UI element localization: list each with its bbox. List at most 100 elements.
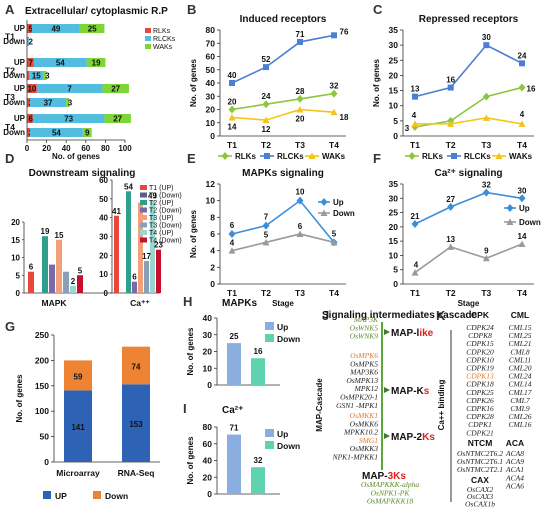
data-label: 16 <box>446 76 455 85</box>
data-label: 27 <box>446 195 455 204</box>
data-label: 15 <box>32 72 41 81</box>
level-label-highlight: ike <box>419 328 433 339</box>
legend-label: RLCKs <box>464 152 491 161</box>
cpk-gene: CDPK15 <box>466 339 494 348</box>
y-tick-label: 10 <box>203 363 213 373</box>
y-tick-label: 10 <box>389 250 399 260</box>
legend-marker <box>320 209 328 216</box>
gene-name: NPK1-MPKK1 <box>332 453 378 462</box>
gene-name: OsWNK9 <box>350 332 379 341</box>
data-label: 3 <box>45 72 50 81</box>
aca-gene: ACA9 <box>505 457 524 466</box>
legend-marker <box>495 152 503 159</box>
aca-gene: ACA6 <box>505 481 524 490</box>
legend-marker <box>451 153 457 159</box>
legend-label: RLCKs <box>153 36 176 43</box>
data-label: 13 <box>411 85 420 94</box>
y-tick-label: 20 <box>389 222 399 232</box>
series-line <box>231 233 335 252</box>
x-tick-label: T1 <box>410 140 420 150</box>
bar-segment <box>33 58 87 67</box>
data-point <box>228 230 236 238</box>
data-point <box>330 108 338 116</box>
data-point <box>263 64 269 71</box>
data-label: 4 <box>412 111 417 120</box>
data-label: 30 <box>482 33 491 42</box>
y-tick-label: 40 <box>203 313 213 323</box>
bar-segment <box>27 128 30 137</box>
y-tick-label: 0 <box>16 289 21 298</box>
bar-segment <box>86 58 106 67</box>
data-label: 141 <box>71 423 85 432</box>
data-label: 17 <box>142 252 151 261</box>
x-axis-label: Stage <box>458 299 480 308</box>
data-point <box>518 83 526 92</box>
x-tick-label: 80 <box>101 144 110 153</box>
arrow-icon <box>384 433 390 439</box>
legend-label: T1 (Down) <box>149 193 182 200</box>
bar-down <box>122 346 150 385</box>
data-point <box>482 92 490 101</box>
legend-swatch <box>140 237 147 243</box>
data-label: 37 <box>44 99 53 108</box>
data-label: 73 <box>64 115 73 124</box>
cpk-gene: CDPK26 <box>466 396 494 405</box>
data-label: 14 <box>228 122 237 131</box>
data-point <box>447 84 454 91</box>
gene-name: OsMKK6 <box>350 419 379 428</box>
y-tick-label: 30 <box>206 91 216 101</box>
cax-gene: OsCAX1b <box>465 499 495 508</box>
data-label: 52 <box>262 55 271 64</box>
gene-name: OsMPK13 <box>346 376 378 385</box>
legend-swatch <box>93 491 101 499</box>
level-label-main: MAP-K <box>391 386 425 397</box>
y-tick-label: 20 <box>11 218 20 227</box>
data-label: 3 <box>405 124 410 133</box>
data-label: 59 <box>74 372 83 381</box>
y-tick-label: 10 <box>389 101 399 111</box>
y-tick-label: 40 <box>203 456 213 466</box>
cpk-gene: CDPK10 <box>466 355 494 364</box>
bar <box>56 239 62 293</box>
data-point <box>447 243 455 250</box>
bar <box>150 200 155 293</box>
bar <box>63 271 69 293</box>
gene-name: OsMKK1 <box>350 411 378 420</box>
legend-swatch <box>140 222 147 228</box>
data-point <box>482 114 490 121</box>
data-label: 10 <box>296 188 305 197</box>
y-tick-label: 25 <box>389 208 399 218</box>
gene-name: OsMAPKKK-alpha <box>361 480 420 489</box>
x-tick-label: RNA-Seq <box>118 468 155 478</box>
cpk-heading: CPK <box>471 310 490 320</box>
gene-name: SMG1 <box>359 436 378 445</box>
data-label: 2 <box>29 38 34 47</box>
bar-segment <box>104 114 131 123</box>
data-point <box>411 220 419 228</box>
y-tick-label: 15 <box>389 86 399 96</box>
y-tick-label: 10 <box>11 254 20 263</box>
cml-gene: CML9 <box>510 404 529 413</box>
panel-letter-H: H <box>183 294 192 309</box>
data-point <box>411 269 419 276</box>
bar <box>251 467 265 494</box>
level-label-main: MAP-2 <box>391 432 423 443</box>
data-label: 6 <box>298 222 303 231</box>
legend-swatch <box>43 491 51 499</box>
bar-down <box>64 360 92 391</box>
ntcm-gene: OsNTMC2T2.1 <box>457 465 503 474</box>
x-tick-label: 40 <box>62 144 71 153</box>
aca-gene: ACA8 <box>505 449 524 458</box>
group-label: T1 <box>5 32 15 42</box>
cml-gene: CML21 <box>509 339 532 348</box>
y-tick-label: 250 <box>35 330 49 340</box>
x-tick-label: T2 <box>261 140 271 150</box>
data-point <box>228 105 236 114</box>
y-axis-label: No. of genes <box>189 58 198 107</box>
y-axis-label: No. of genes <box>186 327 195 376</box>
data-point <box>296 230 304 237</box>
y-tick-label: 5 <box>16 271 21 280</box>
data-point <box>330 89 338 98</box>
data-label: 4 <box>230 239 235 248</box>
